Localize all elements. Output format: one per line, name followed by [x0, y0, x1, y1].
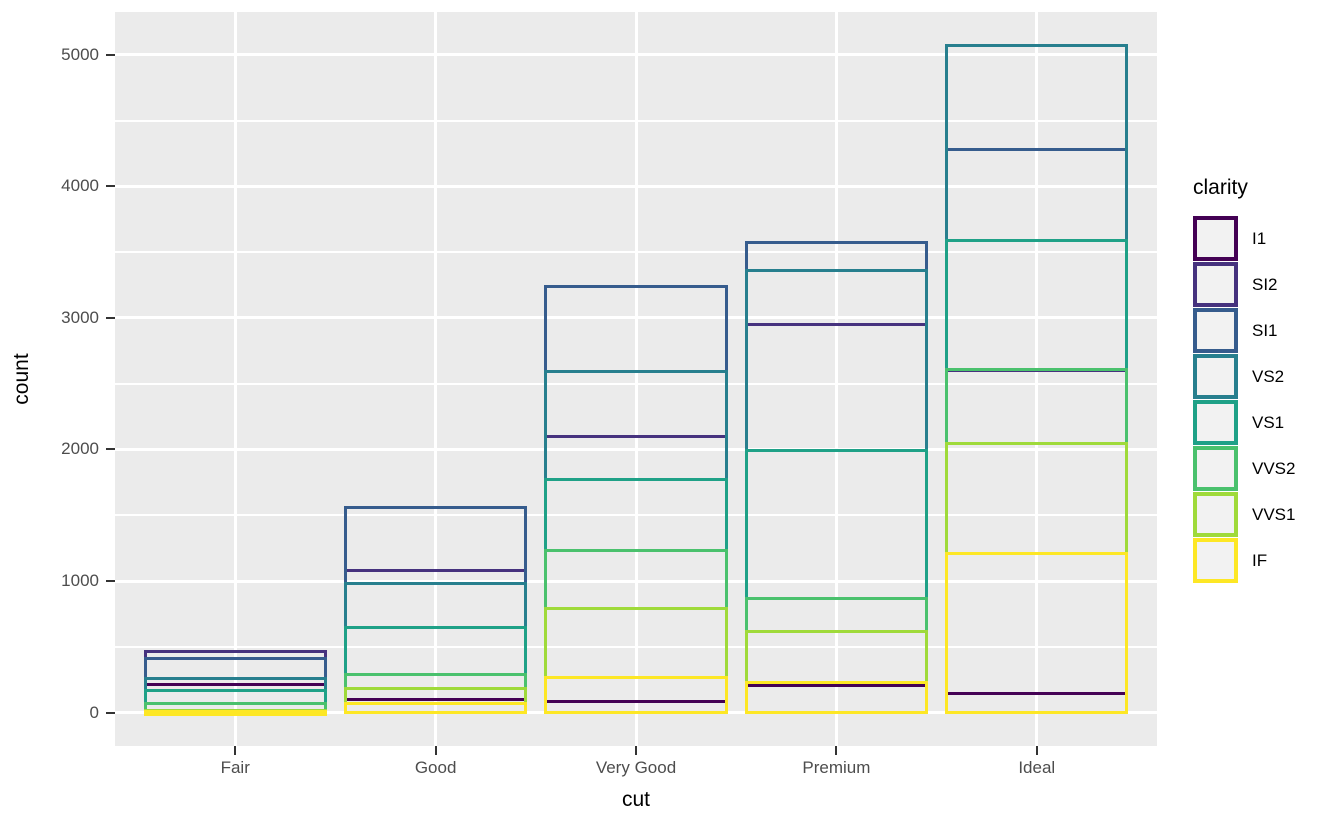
x-tick-mark [1035, 746, 1038, 755]
legend-title: clarity [1193, 176, 1248, 199]
legend-items: I1 SI2 SI1 VS2 VS1 VVS2 VVS1 IF [1193, 216, 1295, 583]
bar-outline-IF [945, 551, 1129, 715]
bar-outline-IF [744, 680, 929, 715]
legend-key-VS1 [1193, 400, 1238, 445]
legend-item-VS1: VS1 [1193, 400, 1295, 445]
y-axis-title: count [10, 353, 33, 405]
v-gridline [834, 12, 838, 746]
legend-item-I1: I1 [1193, 216, 1295, 261]
v-gridline [634, 12, 638, 746]
y-tick-label: 2000 [61, 439, 99, 459]
legend-label: IF [1252, 550, 1268, 570]
legend-item-SI1: SI1 [1193, 308, 1295, 353]
legend-label: VVS1 [1252, 504, 1296, 524]
x-tick-label: Premium [802, 758, 871, 777]
x-axis-title: cut [621, 788, 650, 811]
y-tick-label: 1000 [61, 571, 99, 591]
y-tick-label: 0 [89, 702, 99, 722]
legend-label: VVS2 [1252, 458, 1296, 478]
legend-key-IF [1193, 538, 1238, 583]
bar-outline-IF [143, 709, 327, 716]
y-tick-label: 3000 [61, 307, 99, 327]
y-tick-mark [106, 185, 115, 188]
x-tick-mark [434, 746, 437, 755]
legend-item-SI2: SI2 [1193, 262, 1295, 307]
legend-key-VVS1 [1193, 492, 1238, 537]
y-tick-mark [106, 448, 115, 451]
legend-key-VS2 [1193, 354, 1238, 399]
y-tick-mark [106, 53, 115, 56]
x-tick-label: Ideal [1018, 758, 1056, 777]
legend-label: SI1 [1252, 320, 1278, 340]
y-tick-label: 5000 [61, 44, 99, 64]
y-tick-mark [106, 580, 115, 583]
y-tick-label: 4000 [61, 176, 99, 196]
y-tick-mark [106, 316, 115, 319]
legend-item-VS2: VS2 [1193, 354, 1295, 399]
legend-item-VVS1: VVS1 [1193, 492, 1295, 537]
legend-label: I1 [1252, 228, 1267, 248]
x-tick-mark [234, 746, 237, 755]
x-tick-label: Fair [220, 758, 250, 777]
bar-outline-IF [343, 701, 528, 715]
v-gridline [233, 12, 237, 746]
legend-key-SI2 [1193, 262, 1238, 307]
v-gridline [1035, 12, 1039, 746]
legend-key-SI1 [1193, 308, 1238, 353]
legend-key-I1 [1193, 216, 1238, 261]
x-tick-label: Good [414, 758, 457, 777]
legend: clarity I1 SI2 SI1 VS2 VS1 VVS2 VVS1 IF [1193, 176, 1295, 584]
x-tick-mark [835, 746, 838, 755]
legend-key-VVS2 [1193, 446, 1238, 491]
legend-item-IF: IF [1193, 538, 1295, 583]
legend-label: SI2 [1252, 274, 1278, 294]
y-tick-mark [106, 711, 115, 714]
legend-item-VVS2: VVS2 [1193, 446, 1295, 491]
v-gridline [434, 12, 438, 746]
legend-label: VS1 [1252, 412, 1285, 432]
legend-label: VS2 [1252, 366, 1285, 386]
x-tick-mark [635, 746, 637, 755]
bar-outline-IF [544, 675, 728, 715]
x-tick-label: Very Good [595, 758, 677, 777]
